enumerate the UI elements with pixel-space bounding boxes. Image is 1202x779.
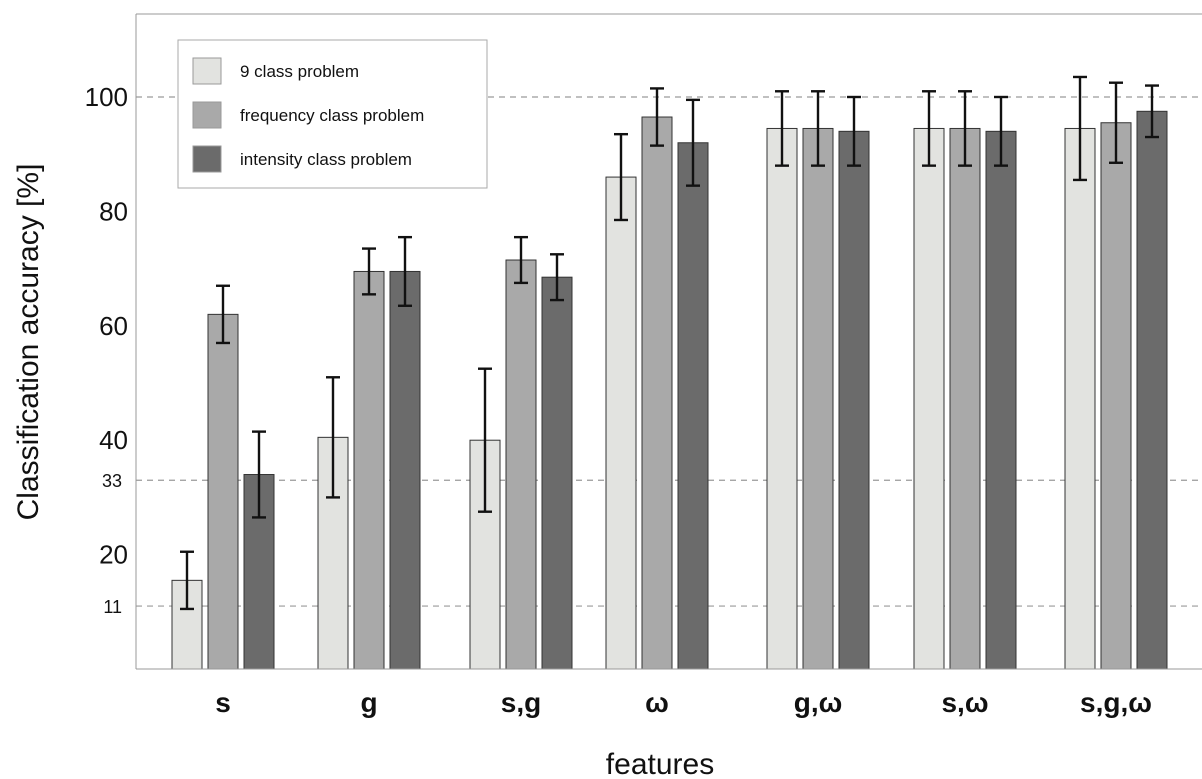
x-category-label: s,g: [501, 687, 541, 718]
y-tick-label-33: 33: [102, 471, 122, 491]
x-category-label: g: [360, 687, 377, 718]
error-bar: [180, 550, 194, 611]
legend-swatch: [192, 57, 222, 85]
legend-label: intensity class problem: [240, 150, 412, 169]
y-tick-label-100: 100: [85, 82, 128, 112]
x-category-label: ω: [645, 687, 669, 718]
y-tick-label-40: 40: [99, 425, 128, 455]
bar: [838, 130, 870, 670]
y-tick-label-60: 60: [99, 311, 128, 341]
error-bar: [686, 98, 700, 187]
x-category-labels: s g s,g ω g,ω s,ω s,g,ω: [215, 687, 1152, 718]
bar: [985, 130, 1017, 670]
bar: [677, 142, 709, 670]
legend-swatch: [192, 101, 222, 129]
error-bar: [1109, 81, 1123, 164]
error-bar: [1073, 75, 1087, 182]
error-bar: [398, 235, 412, 307]
bar: [802, 127, 834, 670]
y-tick-labels: 20 40 60 80 100 11 33: [85, 82, 128, 617]
error-bar: [326, 376, 340, 499]
error-bar: [1145, 84, 1159, 139]
bar: [913, 127, 945, 670]
x-category-label: s: [215, 687, 231, 718]
legend-swatch: [192, 145, 222, 173]
bar: [949, 127, 981, 670]
x-category-label: g,ω: [794, 687, 843, 718]
bar: [605, 176, 637, 670]
error-bar: [958, 90, 972, 167]
error-bars-layer: [180, 75, 1159, 611]
error-bar: [847, 95, 861, 167]
bar: [541, 276, 573, 670]
bar: [505, 259, 537, 670]
error-bar: [514, 235, 528, 285]
y-tick-label-20: 20: [99, 540, 128, 570]
bar: [389, 270, 421, 670]
error-bar: [650, 87, 664, 147]
error-bar: [478, 367, 492, 513]
error-bar: [922, 90, 936, 167]
error-bar: [216, 284, 230, 345]
legend-box: [177, 39, 488, 189]
legend-label: 9 class problem: [240, 62, 359, 81]
x-axis-title: features: [606, 748, 714, 779]
bar: [1064, 127, 1096, 670]
error-bar: [614, 132, 628, 222]
error-bar: [252, 430, 266, 519]
y-axis-title: Classification accuracy [%]: [12, 164, 45, 521]
bar: [766, 127, 798, 670]
bar: [1136, 110, 1168, 670]
y-tick-label-80: 80: [99, 196, 128, 226]
bar: [641, 116, 673, 670]
error-bar: [550, 253, 564, 302]
bar: [1100, 122, 1132, 670]
bar: [207, 313, 239, 670]
bars-layer: [171, 110, 1168, 670]
x-category-label: s,g,ω: [1080, 687, 1152, 718]
legend: 9 class problem frequency class problem in…: [177, 39, 488, 189]
x-category-label: s,ω: [941, 687, 988, 718]
error-bar: [362, 247, 376, 296]
error-bar: [811, 90, 825, 167]
y-tick-label-11: 11: [103, 597, 122, 617]
legend-label: frequency class problem: [240, 106, 424, 125]
axes: [135, 13, 1202, 670]
error-bar: [994, 95, 1008, 167]
error-bar: [775, 90, 789, 167]
bar: [353, 270, 385, 670]
